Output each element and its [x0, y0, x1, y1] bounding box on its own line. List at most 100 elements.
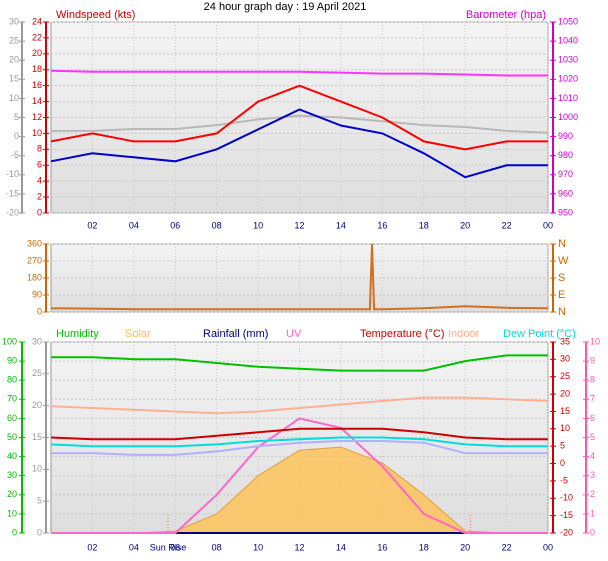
x-tick-label: 20: [460, 542, 470, 552]
x-tick-label: 22: [502, 220, 512, 230]
y2-tick-label: 1020: [558, 74, 578, 84]
y-tick-label: 80: [7, 375, 17, 385]
y-tick-label: 40: [7, 451, 17, 461]
y2-tick-label: 35: [560, 336, 570, 346]
y2-tick-label: N: [558, 238, 566, 250]
legend-entry: Indoor: [448, 328, 480, 340]
y3-tick-label: 20: [9, 55, 19, 65]
x-tick-label: 04: [129, 542, 139, 552]
y2-tick-label: 10: [560, 423, 570, 433]
y-tick-label: 90: [7, 355, 17, 365]
y4-tick-label: 10: [590, 336, 600, 346]
y3-tick-label: -20: [6, 207, 19, 217]
y2-tick-label: 15: [560, 406, 570, 416]
y2-tick-label: 30: [560, 354, 570, 364]
x-tick-label: 14: [336, 220, 346, 230]
y-tick-label: 20: [7, 489, 17, 499]
y-tick-label: 10: [32, 128, 42, 138]
y-tick-label: 16: [32, 80, 42, 90]
series-line: [51, 354, 548, 372]
y2-axis-label: Barometer (hpa): [466, 9, 546, 21]
y2-tick-label: W: [558, 255, 569, 267]
y-tick-label: 14: [32, 96, 42, 106]
x-tick-label: 00: [543, 542, 553, 552]
y-tick-label: 60: [7, 413, 17, 423]
y-tick-label: 20: [32, 48, 42, 58]
x-tick-label: 20: [460, 220, 470, 230]
legend-entry: Humidity: [56, 328, 99, 340]
series-line: [51, 114, 549, 134]
x-tick-label: 02: [87, 542, 97, 552]
x-tick-label: 08: [212, 542, 222, 552]
y2-tick-label: 1030: [558, 55, 578, 65]
x-tick-label: 10: [253, 542, 263, 552]
y-tick-label: 0: [12, 527, 17, 537]
y3-tick-label: -5: [11, 150, 19, 160]
y-tick-label: 12: [32, 112, 42, 122]
y-tick-label: 8: [37, 144, 42, 154]
x-tick-label: 08: [212, 220, 222, 230]
x-tick-label: 12: [294, 542, 304, 552]
y-tick-label: 0: [37, 207, 42, 217]
y4-tick-label: 7: [590, 394, 595, 404]
x-tick-label: 18: [419, 542, 429, 552]
y2-tick-label: 1050: [558, 16, 578, 26]
y3-tick-label: 0: [37, 527, 42, 537]
y3-tick-label: -15: [6, 188, 19, 198]
legend-entry: Rainfall (mm): [203, 328, 268, 340]
y-tick-label: 0: [37, 306, 42, 316]
y2-tick-label: S: [558, 272, 565, 284]
y4-tick-label: 5: [590, 432, 595, 442]
y3-tick-label: 10: [9, 93, 19, 103]
y-tick-label: 24: [32, 16, 42, 26]
y-tick-label: 180: [27, 272, 42, 282]
y4-tick-label: 2: [590, 489, 595, 499]
y-tick-label: 30: [7, 470, 17, 480]
series-line: [50, 427, 548, 441]
y2-tick-label: 5: [560, 441, 565, 451]
legend-entry: Temperature (°C): [360, 328, 444, 340]
y-axis-label: Windspeed (kts): [56, 9, 135, 21]
series-line: [50, 396, 549, 415]
y2-tick-label: 20: [560, 388, 570, 398]
y-tick-label: 100: [2, 336, 17, 346]
series-line: [50, 243, 549, 311]
y-tick-label: 2: [37, 191, 42, 201]
y3-tick-label: 30: [32, 336, 42, 346]
y-tick-label: 270: [27, 255, 42, 265]
y-tick-label: 22: [32, 32, 42, 42]
y2-tick-label: 990: [558, 131, 573, 141]
series-line: [50, 436, 548, 448]
y3-tick-label: 15: [32, 432, 42, 442]
y-tick-label: 70: [7, 394, 17, 404]
legend-entry: Dew Point (°C): [503, 328, 576, 340]
y4-tick-label: 9: [590, 355, 595, 365]
x-tick-label: 16: [377, 220, 387, 230]
y3-tick-label: 25: [32, 368, 42, 378]
x-tick-label: 06: [170, 542, 180, 552]
y2-tick-label: 0: [560, 458, 565, 468]
y2-tick-label: 1000: [558, 112, 578, 122]
y2-tick-label: 25: [560, 371, 570, 381]
y3-tick-label: 30: [9, 16, 19, 26]
y4-tick-label: 1: [590, 508, 595, 518]
y-tick-label: 6: [37, 160, 42, 170]
series-line: [50, 108, 548, 179]
x-tick-label: 04: [129, 220, 139, 230]
y3-tick-label: 5: [14, 112, 19, 122]
x-tick-label: 02: [87, 220, 97, 230]
y-tick-label: 18: [32, 64, 42, 74]
y2-tick-label: -5: [560, 475, 568, 485]
y4-tick-label: 6: [590, 413, 595, 423]
y-tick-label: 360: [27, 238, 42, 248]
y2-tick-label: N: [558, 306, 566, 318]
x-tick-label: 16: [377, 542, 387, 552]
y2-tick-label: -20: [560, 527, 573, 537]
x-tick-label: 00: [543, 220, 553, 230]
y-tick-label: 10: [7, 508, 17, 518]
y3-tick-label: 0: [14, 131, 19, 141]
x-tick-label: 06: [170, 220, 180, 230]
y2-tick-label: 1040: [558, 35, 578, 45]
series-line: [51, 440, 548, 456]
y4-tick-label: 8: [590, 375, 595, 385]
